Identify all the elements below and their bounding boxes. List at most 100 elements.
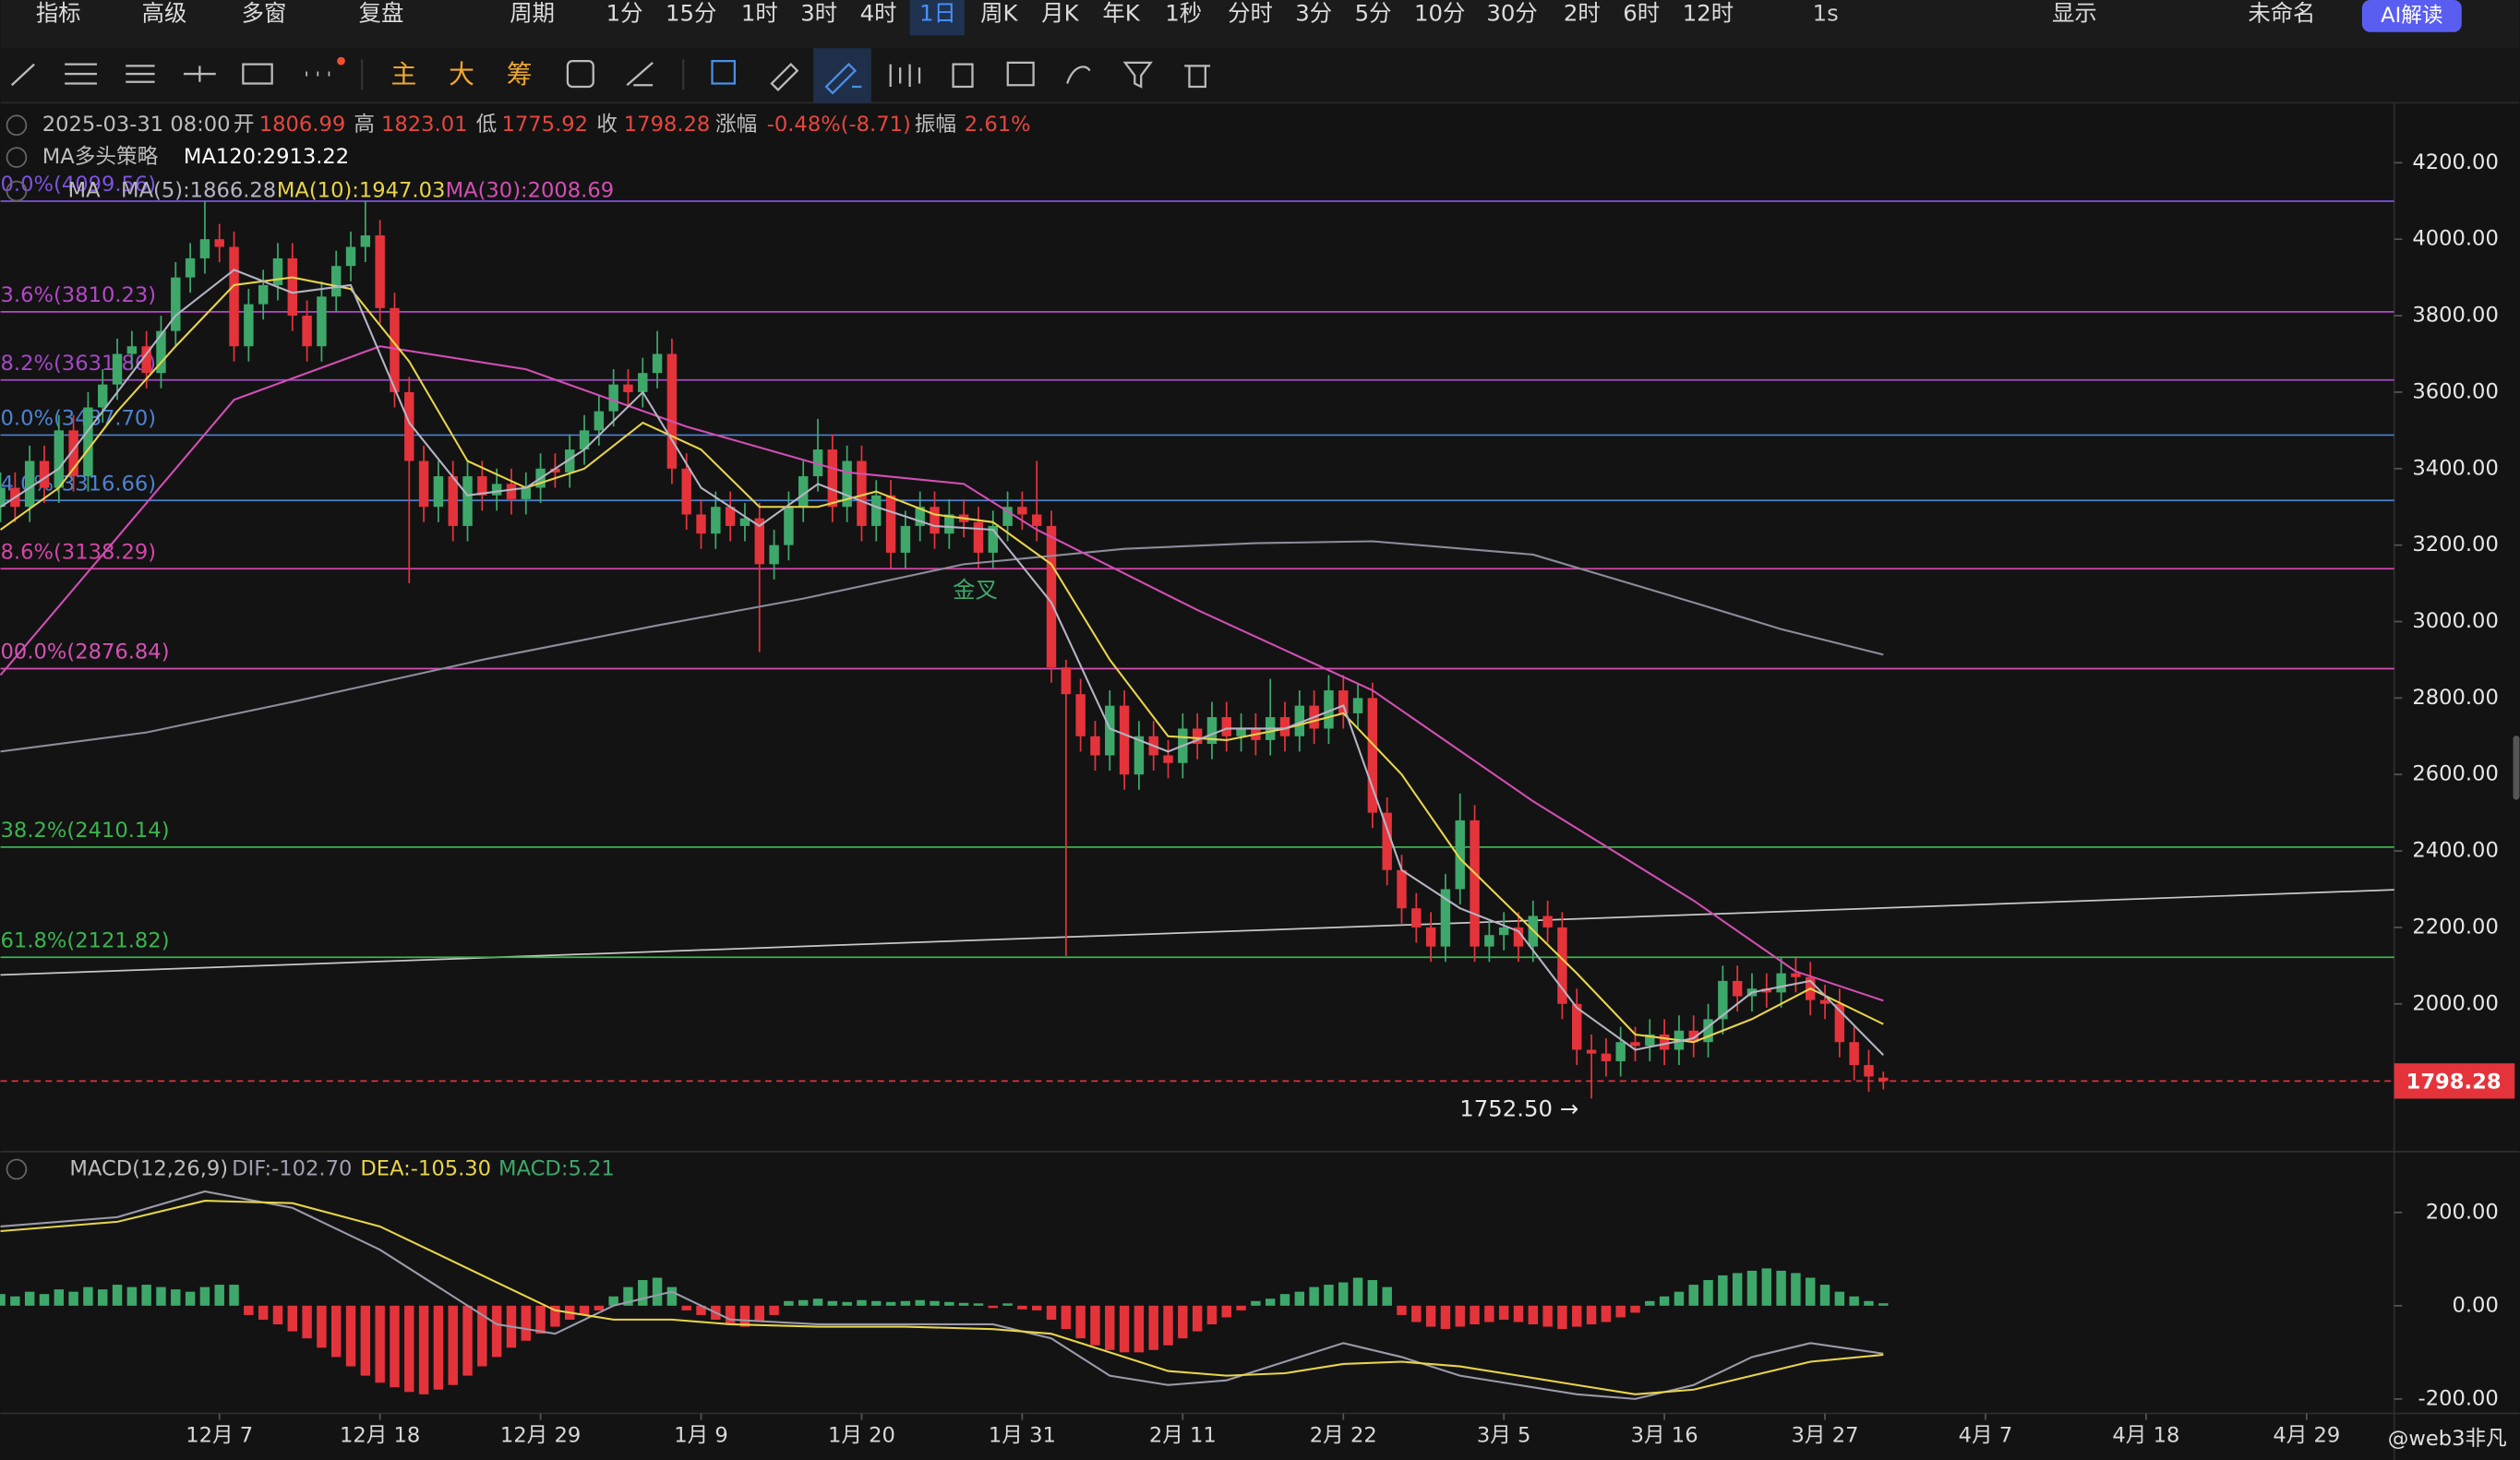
period[interactable]: 4时 — [860, 0, 897, 27]
macd-bar — [1806, 1277, 1816, 1306]
y-tick-label: 3800.00 — [2412, 304, 2499, 328]
info-item: 1806.99 — [259, 113, 346, 137]
menu-item[interactable]: 多窗 — [242, 0, 287, 27]
ai-label[interactable]: AI解读 — [2381, 4, 2442, 28]
period[interactable]: 1秒 — [1165, 0, 1202, 27]
badge — [337, 56, 345, 66]
candle-body — [711, 507, 721, 534]
tool-measure[interactable] — [626, 62, 654, 87]
tool-magnet[interactable] — [1066, 66, 1091, 84]
workspace[interactable]: 未命名 — [2248, 0, 2315, 27]
macd-bar — [623, 1286, 633, 1306]
period[interactable]: 10分 — [1414, 0, 1465, 27]
ma-line — [0, 540, 1884, 753]
macd-bar — [375, 1305, 385, 1383]
candle-body — [1776, 973, 1786, 993]
row-icon — [6, 1158, 28, 1180]
macd-bar — [681, 1305, 691, 1310]
menu-item[interactable]: 高级 — [142, 0, 187, 27]
scroll-handle[interactable] — [2513, 736, 2520, 800]
candle-body — [1352, 698, 1363, 713]
candle-body — [1367, 698, 1378, 813]
period[interactable]: 1分 — [606, 0, 643, 27]
indicator-tool[interactable]: 主 — [390, 59, 416, 90]
tool-delete[interactable] — [1184, 65, 1211, 89]
x-tick-label: 4月 18 — [2112, 1423, 2179, 1447]
macd-bar — [1586, 1305, 1597, 1325]
macd-bar — [1367, 1280, 1378, 1306]
period[interactable]: 6时 — [1623, 0, 1660, 27]
macd-bar — [404, 1305, 414, 1393]
ma-legend: MA(10):1947.03 — [277, 179, 446, 203]
info-item: -0.48%(-8.71) — [767, 113, 911, 137]
tool-replay[interactable] — [566, 60, 594, 89]
macd-bar — [1075, 1305, 1086, 1339]
indicator-tool[interactable]: 大 — [449, 59, 474, 90]
macd-bar — [988, 1305, 998, 1309]
tool-channel[interactable] — [126, 65, 155, 83]
indicator-tool[interactable]: 筹 — [507, 59, 533, 90]
tool-candles[interactable] — [889, 64, 921, 87]
menu-item[interactable]: 复盘 — [359, 0, 404, 27]
period[interactable]: 2时 — [1564, 0, 1601, 27]
period[interactable]: 3分 — [1295, 0, 1332, 27]
menu-item[interactable]: 指标 — [36, 0, 81, 27]
tool-copy[interactable] — [711, 60, 737, 85]
info-item: 开 — [234, 113, 255, 137]
macd-bar — [141, 1285, 151, 1306]
speed[interactable]: 1s — [1813, 0, 1839, 27]
period[interactable]: 年K — [1102, 0, 1140, 27]
candle-body — [1513, 927, 1524, 947]
candle-body — [944, 514, 954, 534]
candle-body — [725, 507, 736, 526]
info-item: 振幅 — [915, 113, 956, 137]
period[interactable]: 周K — [980, 0, 1018, 27]
candle-body — [156, 330, 166, 374]
macd-bar — [1674, 1291, 1685, 1306]
tool-eraser[interactable] — [770, 63, 799, 92]
tool-active-bg — [813, 48, 871, 103]
candle-body — [827, 449, 838, 508]
candle-body — [1572, 1003, 1582, 1050]
tool-line[interactable] — [10, 63, 35, 87]
macd-bar — [1090, 1305, 1100, 1346]
period[interactable]: 12时 — [1683, 0, 1734, 27]
candle-body — [506, 484, 517, 499]
candle-body — [885, 495, 896, 553]
macd-bar — [477, 1305, 487, 1367]
period[interactable]: 30分 — [1486, 0, 1537, 27]
macd-bar — [0, 1294, 6, 1306]
macd-bar — [1031, 1305, 1042, 1310]
period[interactable]: 5分 — [1355, 0, 1392, 27]
period[interactable]: 3时 — [800, 0, 837, 27]
candle-body — [1002, 507, 1013, 526]
tool-template[interactable] — [1006, 61, 1035, 87]
macd-bar — [915, 1299, 925, 1306]
tool-filter[interactable] — [1122, 61, 1153, 89]
x-tick-label: 12月 18 — [340, 1423, 420, 1447]
row-icon — [6, 180, 28, 202]
period[interactable]: 15分 — [666, 0, 716, 27]
tool-pen[interactable] — [824, 63, 862, 95]
tool-cross[interactable] — [183, 66, 216, 82]
tool-lock[interactable] — [952, 63, 974, 89]
macd-bar — [1498, 1305, 1509, 1320]
period[interactable]: 月K — [1041, 0, 1079, 27]
candle-body — [98, 384, 108, 408]
candle-body — [126, 346, 138, 354]
period-label[interactable]: 周期 — [510, 0, 555, 27]
tool-rect[interactable] — [242, 63, 273, 85]
display[interactable]: 显示 — [2052, 0, 2097, 27]
period[interactable]: 1时 — [741, 0, 778, 27]
macd-bar — [958, 1302, 969, 1306]
period[interactable]: 1日 — [919, 0, 956, 27]
fib-label: 38.2%(2410.14) — [1, 819, 170, 843]
ai-button[interactable] — [2361, 0, 2462, 32]
candle-body — [360, 235, 371, 247]
candle-body — [1324, 690, 1334, 729]
tool-parallel[interactable] — [65, 63, 97, 85]
macd-bar — [871, 1300, 882, 1306]
candle-body — [1542, 915, 1553, 927]
candle-body — [798, 476, 809, 508]
period[interactable]: 分时 — [1228, 0, 1273, 27]
